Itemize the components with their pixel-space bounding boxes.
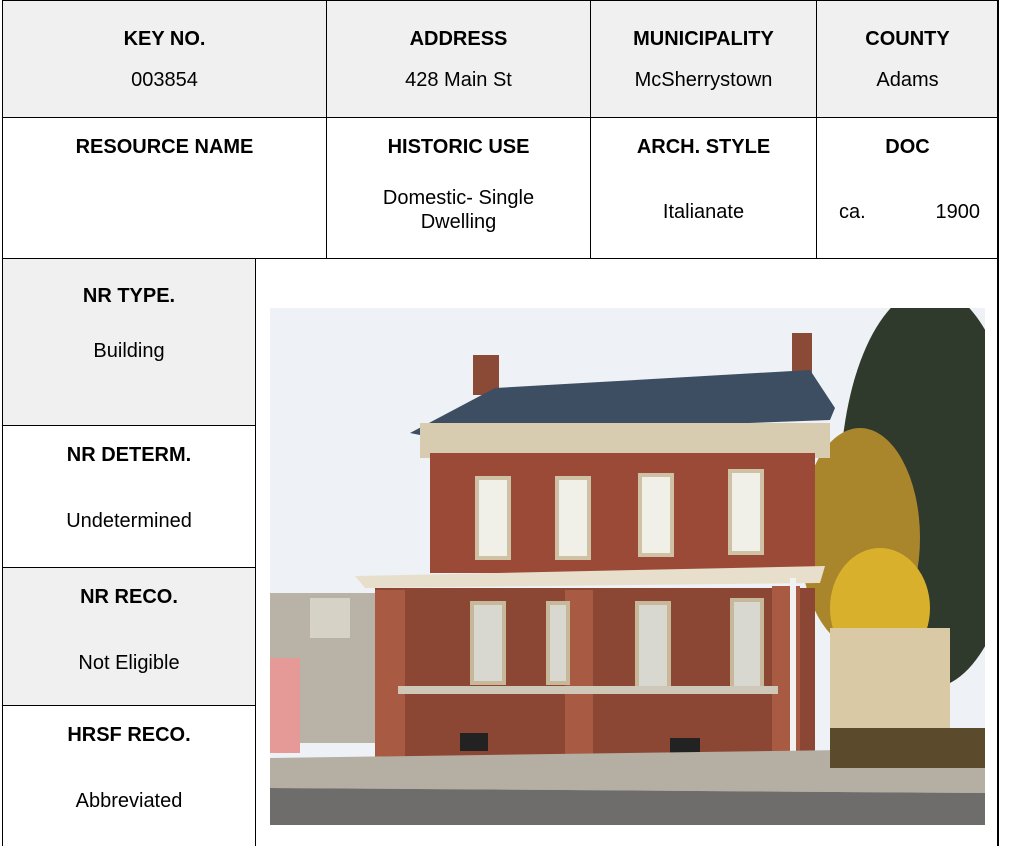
field-label: NR DETERM. bbox=[66, 444, 192, 466]
photo-cell bbox=[255, 258, 998, 846]
field-label: ADDRESS bbox=[409, 28, 508, 50]
field-cell: RESOURCE NAME bbox=[2, 117, 326, 258]
field-label: HISTORIC USE bbox=[387, 136, 530, 158]
field-value: Abbreviated bbox=[75, 790, 183, 812]
field-value: 003854 bbox=[131, 69, 198, 91]
field-label: HRSF RECO. bbox=[67, 724, 191, 746]
field-label: NR RECO. bbox=[80, 586, 178, 608]
field-label: COUNTY bbox=[865, 28, 950, 50]
field-value: ca. 1900 bbox=[839, 201, 980, 223]
field-cell: KEY NO. 003854 bbox=[2, 0, 326, 117]
border bbox=[997, 0, 999, 846]
field-cell: NR DETERM. Undetermined bbox=[2, 425, 255, 567]
field-label: RESOURCE NAME bbox=[75, 136, 254, 158]
field-label: DOC bbox=[885, 136, 930, 158]
field-label: MUNICIPALITY bbox=[633, 28, 774, 50]
field-cell: HRSF RECO. Abbreviated bbox=[2, 705, 255, 846]
field-cell: NR TYPE. Building bbox=[2, 258, 255, 425]
field-cell: MUNICIPALITY McSherrystown bbox=[590, 0, 816, 117]
field-value: Undetermined bbox=[66, 510, 192, 532]
field-label: NR TYPE. bbox=[82, 285, 176, 307]
field-value: Adams bbox=[876, 69, 939, 91]
building-photo bbox=[270, 308, 985, 825]
field-cell: HISTORIC USE Domestic- Single Dwelling bbox=[326, 117, 590, 258]
field-label: ARCH. STYLE bbox=[636, 136, 771, 158]
field-value: McSherrystown bbox=[634, 69, 773, 91]
field-cell: DOC ca. 1900 bbox=[816, 117, 998, 258]
field-value: Domestic- Single Dwelling bbox=[382, 187, 535, 233]
field-value: Not Eligible bbox=[78, 652, 180, 674]
field-cell: COUNTY Adams bbox=[816, 0, 998, 117]
field-label: KEY NO. bbox=[123, 28, 206, 50]
field-value: Italianate bbox=[662, 201, 745, 223]
field-cell: ARCH. STYLE Italianate bbox=[590, 117, 816, 258]
field-cell: NR RECO. Not Eligible bbox=[2, 567, 255, 705]
field-cell: ADDRESS 428 Main St bbox=[326, 0, 590, 117]
field-value: Building bbox=[93, 340, 165, 362]
field-value: 428 Main St bbox=[405, 69, 512, 91]
